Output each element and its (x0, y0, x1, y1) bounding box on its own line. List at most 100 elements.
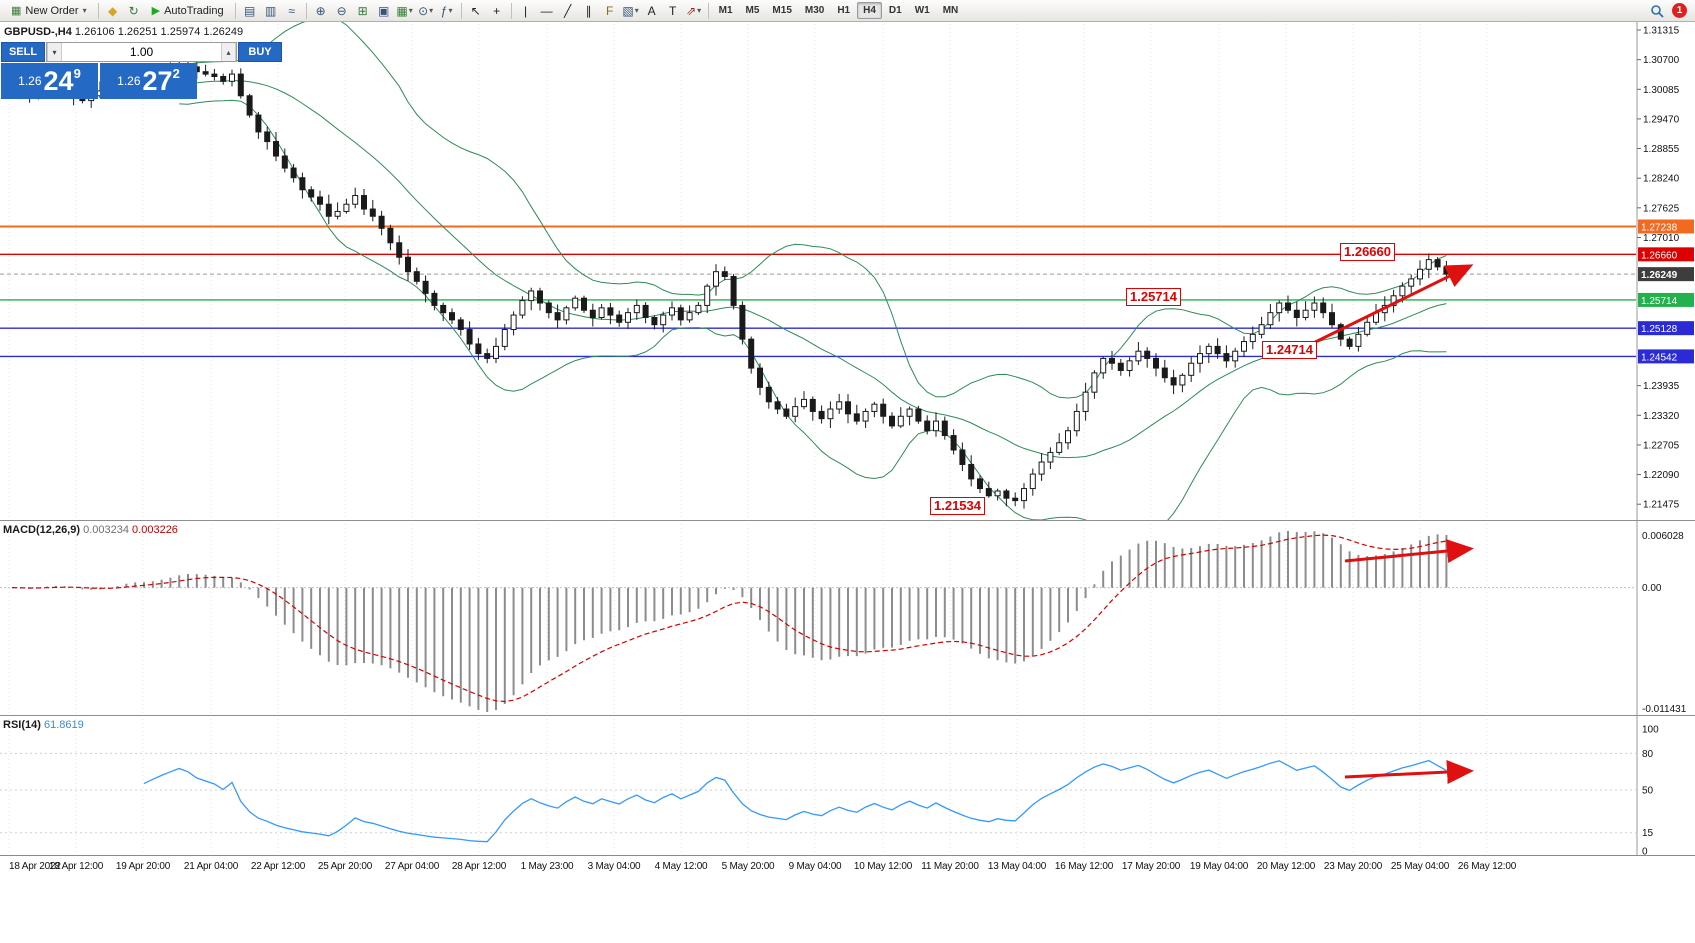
svg-text:1.23320: 1.23320 (1643, 411, 1680, 422)
price-annotation[interactable]: 1.26660 (1340, 243, 1395, 261)
rsi-panel[interactable]: 100 80 50 15 0 (0, 715, 1695, 855)
time-axis-label: 9 May 04:00 (788, 861, 842, 872)
price-annotation[interactable]: 1.25714 (1126, 288, 1181, 306)
toolbar-horizontal-line-icon[interactable]: — (540, 3, 553, 18)
toolbar-sep (510, 2, 512, 19)
time-axis-label: 4 May 12:00 (654, 861, 708, 872)
time-axis-label: 18 Apr 2022 (9, 861, 61, 872)
svg-text:1.30700: 1.30700 (1643, 55, 1680, 66)
bid-price-figure: 1.26 (18, 74, 42, 88)
buy-button[interactable]: BUY (238, 42, 282, 62)
macd-signal-value: 0.003226 (132, 524, 178, 536)
svg-text:1.27238: 1.27238 (1641, 222, 1678, 233)
toolbar-zoom-in-icon[interactable]: ⊕ (315, 3, 326, 18)
volume-decrease-button[interactable]: ▾ (47, 43, 62, 61)
toolbar-search-icon[interactable] (1647, 2, 1667, 20)
time-axis-label: 26 May 12:00 (1457, 861, 1517, 872)
toolbar-candlestick-chart-icon[interactable]: ▥ (264, 3, 277, 18)
svg-text:1.29470: 1.29470 (1643, 114, 1680, 125)
svg-text:1.21475: 1.21475 (1643, 500, 1680, 511)
toolbar-text-label-icon[interactable]: T (668, 3, 677, 18)
price-chart[interactable]: 1.272381.266601.257141.251281.245421.262… (0, 20, 1695, 520)
toolbar-new-chart-icon[interactable]: ▦ ▾ (396, 3, 413, 18)
svg-text:1.24542: 1.24542 (1641, 352, 1678, 363)
time-axis-label: 19 May 04:00 (1189, 861, 1249, 872)
time-axis-label: 1 May 23:00 (520, 861, 574, 872)
toolbar-notifications[interactable]: 1 (1672, 3, 1687, 18)
toolbar-new-order[interactable]: ▦ New Order ▾ (11, 4, 87, 18)
toolbar-metaeditor-icon[interactable]: ◆ (107, 3, 118, 18)
price-annotation[interactable]: 1.21534 (930, 497, 985, 515)
toolbar-tf-m30[interactable]: M30 (804, 5, 825, 16)
bid-price-panel[interactable]: 1.26 24 9 (1, 63, 98, 99)
time-axis-label: 27 Apr 04:00 (384, 861, 440, 872)
ask-price-pips: 27 (142, 66, 173, 96)
toolbar-profiles-icon[interactable]: ⊙ ▾ (418, 3, 434, 18)
toolbar-cursor-icon[interactable]: ↖ (470, 3, 481, 18)
panel-divider-rsi[interactable] (0, 715, 1695, 716)
toolbar: ▦ New Order ▾ ◆ ↻ ▶ AutoTrading ▤ ▥ ≈ ⊕ ⊖ ⊞ ▣ ▦ ▾ ⊙ ▾ ƒ ▾ ↖ +… (0, 0, 1695, 22)
toolbar-zoom-out-icon[interactable]: ⊖ (336, 3, 347, 18)
time-axis-label: 22 Apr 12:00 (250, 861, 306, 872)
price-annotation[interactable]: 1.24714 (1262, 341, 1317, 359)
toolbar-tf-h4[interactable]: H4 (857, 2, 882, 19)
svg-text:1.27010: 1.27010 (1643, 233, 1680, 244)
sell-button[interactable]: SELL (1, 42, 45, 62)
toolbar-indicators-icon[interactable]: ƒ ▾ (440, 3, 453, 18)
toolbar-fibonacci-icon[interactable]: F (605, 3, 614, 18)
time-axis-label: 19 Apr 20:00 (115, 861, 171, 872)
time-axis-label: 28 Apr 12:00 (451, 861, 507, 872)
svg-text:80: 80 (1642, 749, 1654, 760)
macd-value: 0.003234 (83, 524, 129, 536)
toolbar-tf-mn[interactable]: MN (942, 5, 959, 16)
toolbar-tf-d1[interactable]: D1 (888, 5, 902, 16)
svg-text:0.006028: 0.006028 (1642, 531, 1684, 542)
svg-text:1.28855: 1.28855 (1643, 144, 1680, 155)
toolbar-bar-chart-icon[interactable]: ▤ (243, 3, 256, 18)
macd-panel[interactable]: 0.006028 0.00 -0.011431 (0, 520, 1695, 715)
ask-price-figure: 1.26 (117, 74, 141, 88)
time-axis-label: 20 May 12:00 (1256, 861, 1316, 872)
toolbar-crosshair-icon[interactable]: + (493, 3, 501, 18)
toolbar-tf-m1[interactable]: M1 (718, 5, 733, 16)
time-axis-label: 5 May 20:00 (721, 861, 775, 872)
macd-legend: MACD(12,26,9) 0.003234 0.003226 (3, 524, 178, 536)
svg-text:100: 100 (1642, 725, 1659, 736)
svg-text:-0.011431: -0.011431 (1642, 704, 1687, 715)
rsi-value: 61.8619 (43, 719, 84, 731)
toolbar-cascade-windows-icon[interactable]: ▣ (377, 3, 390, 18)
ask-price-panel[interactable]: 1.26 27 2 (100, 63, 197, 99)
svg-text:1.31315: 1.31315 (1643, 26, 1680, 37)
toolbar-sep (305, 2, 307, 19)
toolbar-tf-w1[interactable]: W1 (914, 5, 930, 16)
volume-input[interactable] (62, 43, 221, 61)
toolbar-trendline-icon[interactable]: ╱ (563, 3, 572, 18)
bid-price-point: 9 (73, 66, 81, 81)
svg-text:1.26249: 1.26249 (1641, 270, 1678, 281)
volume-increase-button[interactable]: ▴ (221, 43, 236, 61)
toolbar-tf-h1[interactable]: H1 (837, 5, 851, 16)
svg-text:1.30085: 1.30085 (1643, 85, 1680, 96)
svg-text:1.23935: 1.23935 (1643, 381, 1680, 392)
toolbar-text-icon[interactable]: A (647, 3, 656, 18)
toolbar-arrow-objects-icon[interactable]: ⇗ ▾ (686, 3, 702, 18)
toolbar-vertical-line-icon[interactable]: | (524, 3, 528, 18)
time-axis[interactable]: 18 Apr 2022 18 Apr 12:00 19 Apr 20:00 21 Ap… (0, 855, 1695, 879)
toolbar-tf-m5[interactable]: M5 (745, 5, 760, 16)
toolbar-autotrading[interactable]: ▶ AutoTrading (151, 4, 224, 18)
toolbar-tf-m15[interactable]: M15 (772, 5, 792, 16)
toolbar-refresh-icon[interactable]: ↻ (128, 3, 139, 18)
svg-text:1.22705: 1.22705 (1643, 440, 1680, 451)
panel-divider-macd[interactable] (0, 520, 1695, 521)
toolbar-sep (97, 2, 99, 19)
time-axis-label: 21 Apr 04:00 (183, 861, 239, 872)
svg-text:50: 50 (1642, 786, 1654, 797)
toolbar-line-chart-icon[interactable]: ≈ (288, 3, 295, 18)
toolbar-equidistant-channel-icon[interactable]: ∥ (585, 3, 592, 18)
toolbar-tile-windows-icon[interactable]: ⊞ (357, 3, 368, 18)
svg-text:1.25714: 1.25714 (1641, 296, 1678, 307)
toolbar-shapes-icon[interactable]: ▧ ▾ (622, 3, 639, 18)
time-axis-label: 25 May 04:00 (1390, 861, 1450, 872)
